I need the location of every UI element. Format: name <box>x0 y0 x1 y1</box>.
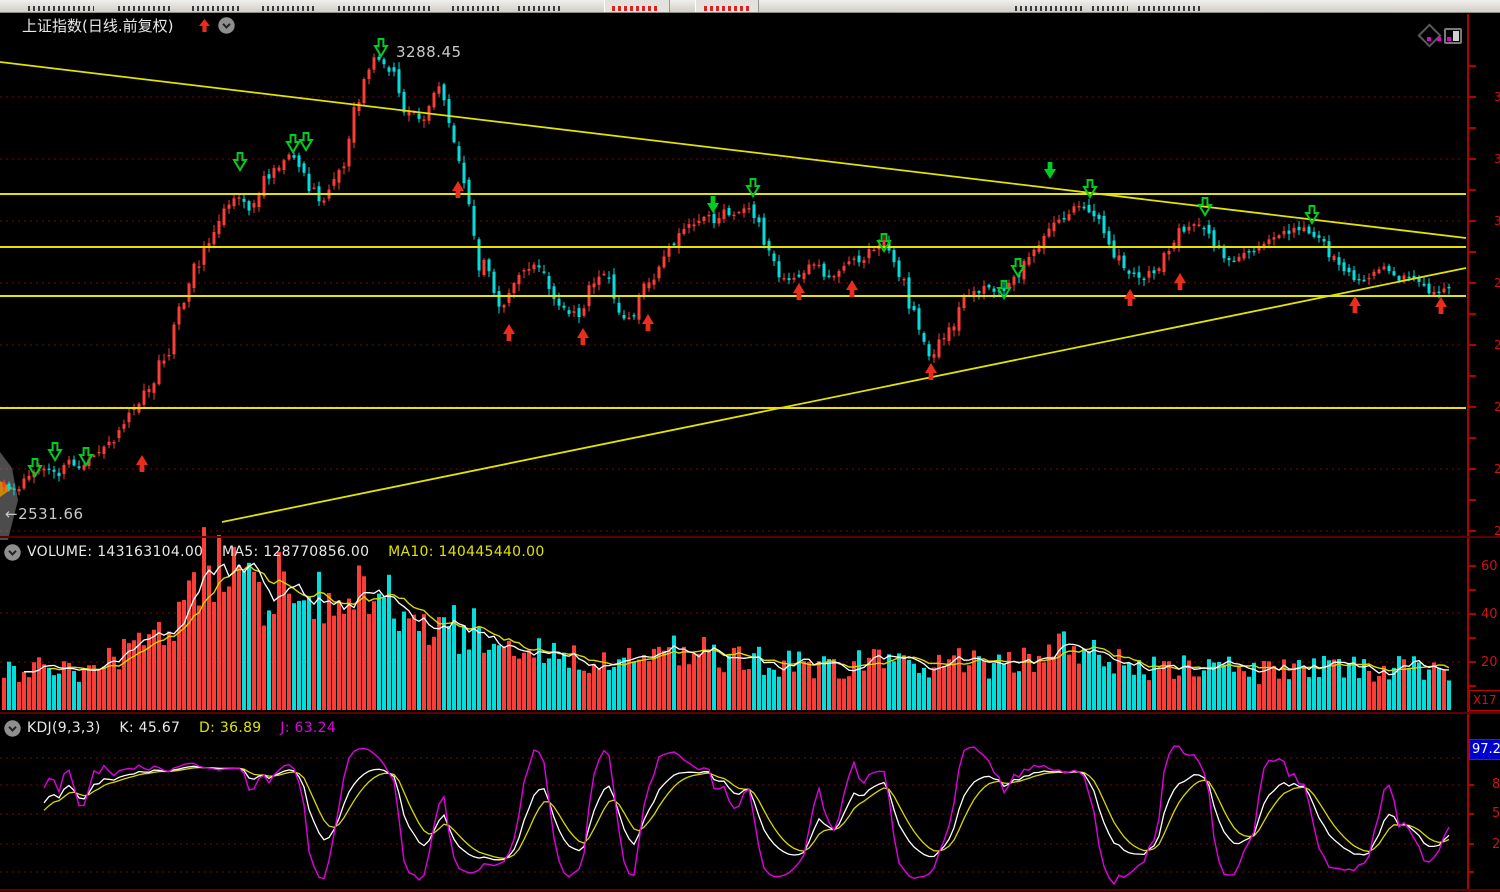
volume-label: VOLUME: <box>27 544 93 560</box>
volume-indicator-row: VOLUME: 143163104.00 MA5: 128770856.00 M… <box>27 544 545 560</box>
kdj-axis-20: 20 <box>1492 837 1500 852</box>
collapse-volume-pane-button[interactable] <box>4 544 21 561</box>
axis-sliver: 2 <box>1494 462 1500 476</box>
kdj-indicator-row: KDJ(9,3,3) K: 45.67 D: 36.89 J: 63.24 <box>27 720 336 736</box>
peak-price-label: 3288.45 <box>396 43 462 61</box>
collapse-main-pane-button[interactable] <box>218 17 235 34</box>
axis-sliver: 2 <box>1494 276 1500 290</box>
axis-sliver: 3 <box>1494 152 1500 166</box>
kdj-current-value-badge: 97.2 <box>1469 739 1500 760</box>
menu-bar[interactable] <box>0 0 1500 13</box>
volume-ma10-value: 140445440.00 <box>438 544 545 560</box>
axis-sliver: 3 <box>1494 214 1500 228</box>
volume-value: 143163104.00 <box>97 544 204 560</box>
kdj-axis-50: 50 <box>1492 806 1500 821</box>
magenta-dots <box>1427 37 1455 42</box>
volume-axis-20: 20 <box>1481 655 1498 670</box>
kdj-j-label: J: <box>280 720 290 736</box>
axis-sliver: 3 <box>1494 90 1500 104</box>
kdj-axis-80: 80 <box>1492 777 1500 792</box>
volume-axis-40: 40 <box>1481 607 1498 622</box>
volume-multiplier-badge: X17 <box>1469 690 1500 711</box>
volume-axis-60: 60 <box>1481 559 1498 574</box>
volume-ma5-label: MA5: <box>222 544 259 560</box>
kdj-j-value: 63.24 <box>294 720 337 736</box>
volume-ma10-label: MA10: <box>388 544 434 560</box>
kdj-d-label: D: <box>199 720 216 736</box>
kdj-label: KDJ(9,3,3) <box>27 720 101 736</box>
low-price-label: ←2531.66 <box>5 505 84 523</box>
collapse-kdj-pane-button[interactable] <box>4 720 21 737</box>
axis-sliver: 2 <box>1494 524 1500 538</box>
kdj-k-value: 45.67 <box>138 720 181 736</box>
trend-up-icon <box>199 19 210 32</box>
chart-title: 上证指数(日线.前复权) <box>22 17 174 35</box>
kdj-d-value: 36.89 <box>219 720 262 736</box>
axis-sliver: 2 <box>1494 338 1500 352</box>
sidebar-panel-icon[interactable] <box>1444 28 1462 44</box>
volume-ma5-value: 128770856.00 <box>263 544 370 560</box>
axis-sliver: 2 <box>1494 400 1500 414</box>
kdj-k-label: K: <box>119 720 134 736</box>
